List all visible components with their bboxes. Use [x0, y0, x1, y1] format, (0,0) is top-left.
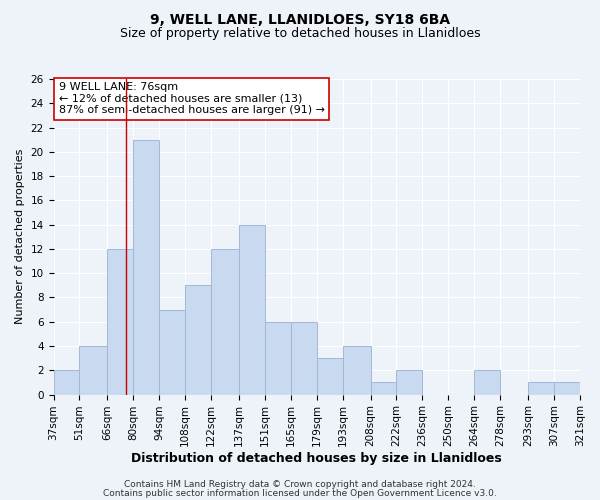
Bar [528, 382, 554, 394]
Bar [343, 346, 371, 395]
Y-axis label: Number of detached properties: Number of detached properties [15, 149, 25, 324]
X-axis label: Distribution of detached houses by size in Llanidloes: Distribution of detached houses by size … [131, 452, 502, 465]
Bar [107, 249, 133, 394]
Text: 9, WELL LANE, LLANIDLOES, SY18 6BA: 9, WELL LANE, LLANIDLOES, SY18 6BA [150, 12, 450, 26]
Text: Contains public sector information licensed under the Open Government Licence v3: Contains public sector information licen… [103, 488, 497, 498]
Bar [554, 382, 580, 394]
Text: 9 WELL LANE: 76sqm
← 12% of detached houses are smaller (13)
87% of semi-detache: 9 WELL LANE: 76sqm ← 12% of detached hou… [59, 82, 325, 116]
Bar [239, 224, 265, 394]
Bar [397, 370, 422, 394]
Bar [317, 358, 343, 395]
Bar [133, 140, 159, 394]
Bar [371, 382, 397, 394]
Bar [265, 322, 291, 394]
Bar [185, 286, 211, 395]
Bar [291, 322, 317, 394]
Text: Size of property relative to detached houses in Llanidloes: Size of property relative to detached ho… [119, 28, 481, 40]
Bar [79, 346, 107, 395]
Bar [211, 249, 239, 394]
Bar [475, 370, 500, 394]
Text: Contains HM Land Registry data © Crown copyright and database right 2024.: Contains HM Land Registry data © Crown c… [124, 480, 476, 489]
Bar [159, 310, 185, 394]
Bar [53, 370, 79, 394]
